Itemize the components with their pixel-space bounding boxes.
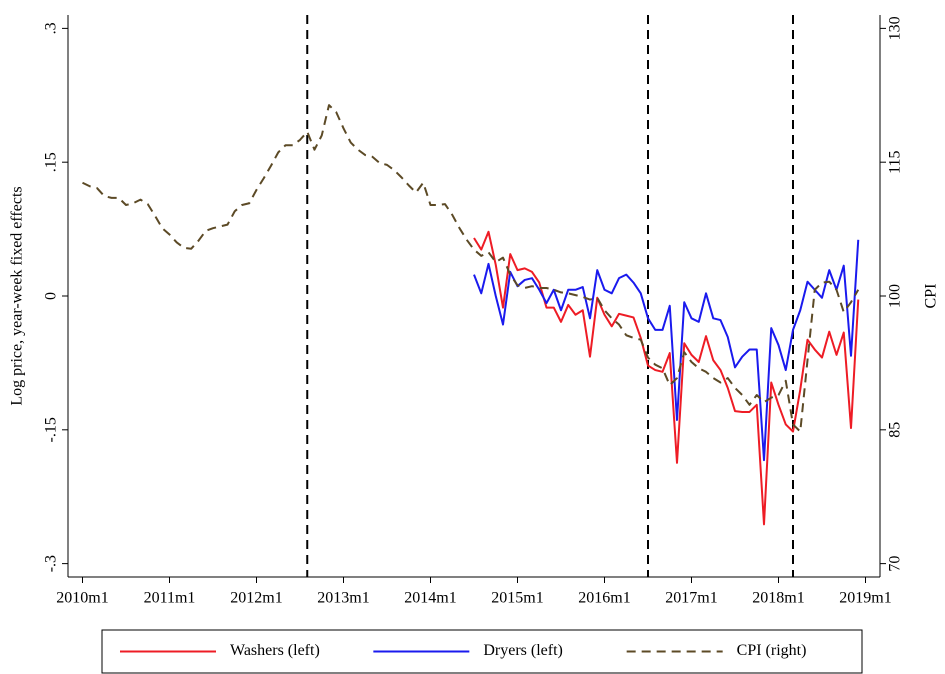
x-tick-label: 2017m1 — [665, 590, 717, 607]
x-tick-label: 2018m1 — [752, 590, 804, 607]
y2-tick-label: 130 — [887, 16, 904, 40]
y2-axis-label: CPI — [923, 284, 940, 309]
y-tick-label: 0 — [43, 292, 60, 300]
series-line — [473, 239, 860, 462]
legend-label: Dryers (left) — [483, 642, 563, 659]
x-tick-label: 2016m1 — [578, 590, 630, 607]
y-tick-label: .15 — [43, 152, 60, 172]
y-tick-label: .3 — [43, 22, 60, 34]
y-tick-label: -.3 — [43, 555, 60, 572]
y2-tick-label: 115 — [887, 150, 904, 173]
x-tick-label: 2013m1 — [317, 590, 369, 607]
x-tick-label: 2011m1 — [144, 590, 196, 607]
x-tick-label: 2015m1 — [491, 590, 543, 607]
y-tick-label: -.15 — [43, 417, 60, 442]
y-axis-label: Log price, year-week fixed effects — [9, 186, 26, 405]
x-tick-label: 2014m1 — [404, 590, 456, 607]
x-tick-label: 2019m1 — [839, 590, 891, 607]
legend-label: Washers (left) — [230, 642, 320, 659]
y2-tick-label: 100 — [887, 284, 904, 308]
legend-label: CPI (right) — [737, 642, 807, 659]
x-tick-label: 2012m1 — [230, 590, 282, 607]
x-tick-label: 2010m1 — [56, 590, 108, 607]
y2-tick-label: 70 — [887, 556, 904, 572]
series-line — [82, 104, 860, 433]
y2-tick-label: 85 — [887, 422, 904, 438]
legend-box — [101, 629, 863, 674]
